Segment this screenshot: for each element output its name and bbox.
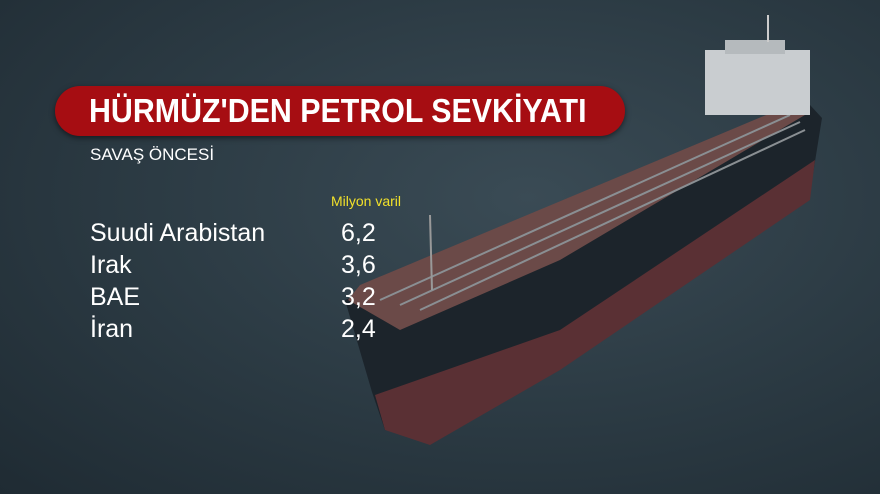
table-row: Irak 3,6 (90, 251, 420, 283)
row-label: BAE (90, 283, 141, 311)
value-header: Milyon varil (331, 193, 402, 209)
table-row: BAE 3,2 (90, 283, 420, 315)
row-value: 2,4 (341, 315, 376, 343)
deck-piping (379, 114, 806, 311)
ship-deck (348, 105, 810, 330)
chart-subtitle: SAVAŞ ÖNCESİ (90, 145, 215, 164)
ship-hull (345, 105, 822, 440)
ship-bridge (725, 40, 785, 54)
row-label: Irak (90, 251, 132, 279)
row-value: 3,2 (341, 283, 376, 311)
ship-forward-mast (429, 214, 433, 291)
ship-hull-lower (375, 160, 815, 445)
table-row: Suudi Arabistan 6,2 (90, 219, 420, 251)
row-value: 3,6 (341, 251, 376, 279)
chart-title: HÜRMÜZ'DEN PETROL SEVKİYATI (89, 92, 587, 129)
ship-superstructure (705, 50, 810, 115)
row-value: 6,2 (341, 219, 376, 247)
row-label: Suudi Arabistan (90, 219, 266, 247)
row-label: İran (90, 315, 134, 343)
title-banner: HÜRMÜZ'DEN PETROL SEVKİYATI (55, 86, 625, 136)
table-row: İran 2,4 (90, 315, 420, 347)
